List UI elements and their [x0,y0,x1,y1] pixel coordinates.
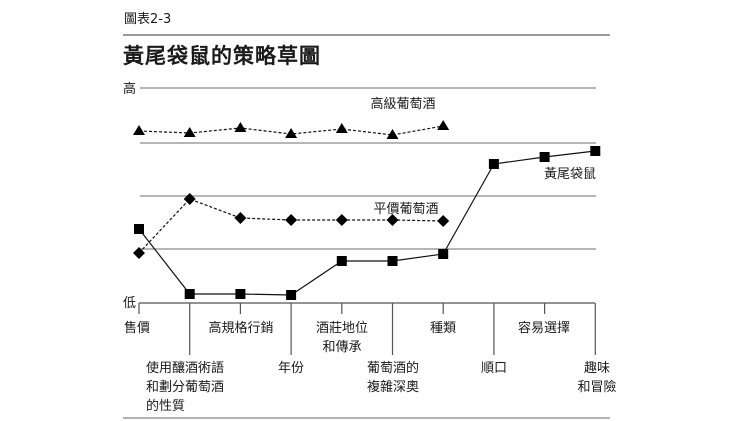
square-marker [539,152,550,162]
category-label: 種類 [430,320,456,336]
triangle-marker [183,127,196,137]
square-marker [184,289,195,299]
series-line [138,150,596,296]
triangle-marker [386,129,399,139]
diamond-marker [183,193,196,205]
triangle-marker [437,120,450,130]
square-marker [387,256,398,266]
series-label: 高級葡萄酒 [370,96,435,112]
triangle-marker [234,122,247,132]
category-label: 的性質 [146,398,185,414]
y-label-high: 高 [123,81,136,97]
square-marker [134,224,144,234]
diamond-marker [133,247,145,259]
top-divider [123,34,610,36]
square-marker [488,159,499,169]
square-marker [438,249,449,259]
y-label-low: 低 [123,296,136,311]
figure-label: 圖表2-3 [124,12,172,27]
category-label: 高規格行銷 [208,320,273,336]
diamond-marker [335,214,348,226]
category-label: 容易選擇 [518,320,570,336]
diamond-marker [234,212,247,224]
triangle-marker [335,123,348,133]
category-label: 使用釀酒術語 [146,360,224,376]
diamond-marker [285,214,298,226]
square-marker [286,290,297,300]
square-marker [590,146,601,156]
diamond-marker [386,214,399,226]
category-label: 順口 [481,361,507,376]
category-label: 複雜深奧 [367,379,419,395]
category-label: 酒莊地位 [316,321,368,336]
category-label: 和劃分葡萄酒 [146,380,224,395]
series-label: 平價葡萄酒 [373,202,438,217]
category-label: 售價 [124,320,150,336]
series-label: 黃尾袋鼠 [544,167,596,182]
category-label: 年份 [278,361,304,376]
chart-title: 黃尾袋鼠的策略草圖 [123,44,321,68]
category-label: 趣味 [584,361,610,376]
triangle-marker [133,125,145,135]
category-label: 和冒險 [577,380,616,395]
square-marker [235,289,246,299]
category-label: 葡萄酒的 [367,360,419,376]
category-label: 和傳承 [322,340,361,355]
triangle-marker [285,128,298,138]
square-marker [336,256,347,266]
diamond-marker [437,215,450,227]
